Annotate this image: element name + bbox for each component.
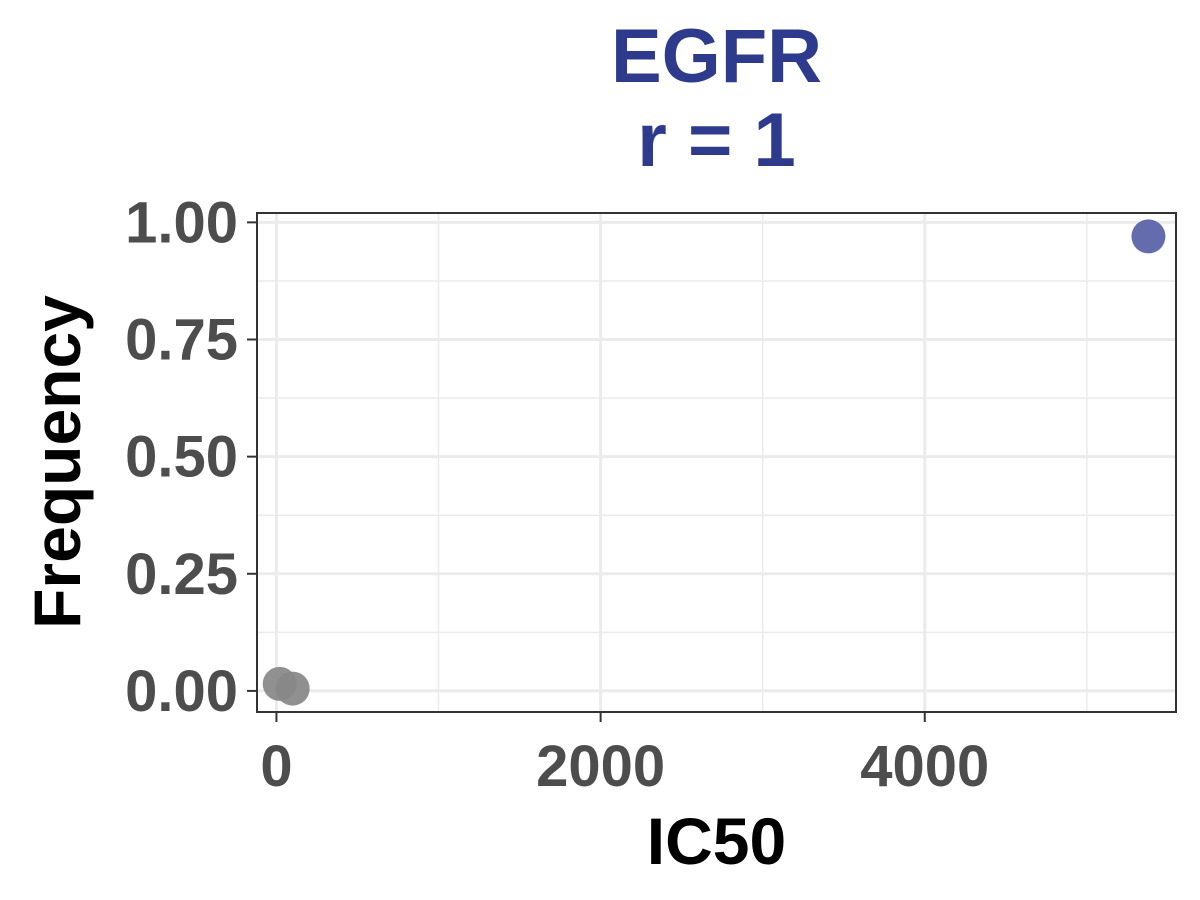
data-point [1131, 219, 1166, 254]
y-axis-title: Frequency [20, 295, 94, 629]
panel-border [256, 212, 1177, 713]
x-tick-label: 4000 [860, 734, 989, 799]
x-tick-label: 2000 [536, 734, 665, 799]
axis-ticks: 0 2000 4000 0.00 0.25 0.50 0.75 1.00 [125, 190, 989, 799]
x-tick-label: 0 [260, 734, 292, 799]
y-tick-label: 0.25 [125, 542, 238, 607]
data-points [262, 219, 1166, 706]
x-axis-title: IC50 [646, 804, 787, 878]
grid [257, 213, 1176, 712]
y-tick-label: 0.00 [125, 659, 238, 724]
chart-subtitle: r = 1 [637, 98, 796, 183]
data-point [275, 671, 310, 706]
y-tick-label: 0.50 [125, 425, 238, 490]
y-tick-label: 1.00 [125, 190, 238, 255]
y-tick-label: 0.75 [125, 308, 238, 373]
chart-title: EGFR [610, 14, 823, 99]
